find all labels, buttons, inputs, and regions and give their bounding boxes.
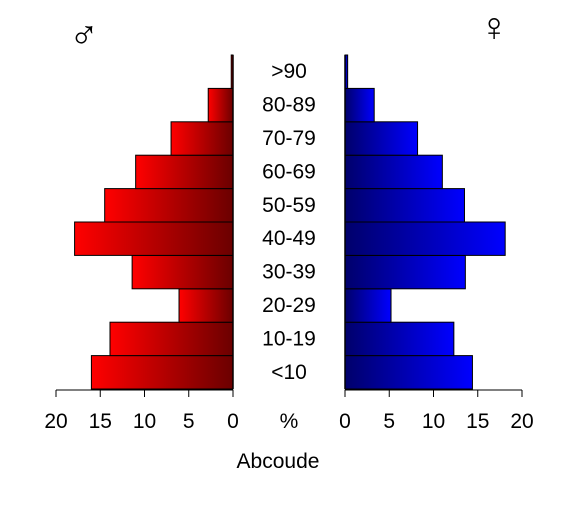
female-bar <box>344 121 419 156</box>
female-bar <box>344 188 465 223</box>
male-bars-group <box>74 54 234 390</box>
male-tick-label: 10 <box>133 410 156 433</box>
age-group-label: 40-49 <box>262 227 316 250</box>
age-group-label: 70-79 <box>262 127 316 150</box>
female-tick-label: 0 <box>339 410 351 433</box>
female-tick-label: 20 <box>510 410 533 433</box>
age-labels-group: <10 10-19 20-29 30-39 40-49 50-59 60-69 70-79 80… <box>262 60 316 384</box>
male-symbol-icon: ♂ <box>69 14 99 58</box>
female-bar <box>344 288 392 323</box>
male-bar <box>207 87 234 123</box>
male-bar <box>135 154 234 190</box>
female-bar <box>344 355 473 390</box>
age-group-label: <10 <box>271 361 307 384</box>
male-tick-label: 20 <box>44 410 67 433</box>
male-bar <box>131 254 234 290</box>
male-bar <box>104 188 234 223</box>
male-tick-label: 15 <box>89 410 112 433</box>
male-tick-label: 0 <box>227 410 239 433</box>
center-unit-label: % <box>280 410 299 433</box>
female-tick-label: 10 <box>422 410 445 433</box>
female-symbol-icon: ♀ <box>479 6 509 50</box>
female-bar <box>344 321 455 357</box>
age-group-label: 30-39 <box>262 261 316 284</box>
age-group-label: 80-89 <box>262 94 316 117</box>
age-group-label: >90 <box>271 60 307 83</box>
female-bars-group <box>344 54 506 390</box>
male-bar <box>90 355 234 390</box>
chart-title: Abcoude <box>237 450 320 473</box>
male-bar <box>109 321 234 357</box>
female-bar <box>344 221 506 256</box>
female-bar <box>344 87 375 123</box>
age-group-label: 20-29 <box>262 294 316 317</box>
age-group-label: 50-59 <box>262 194 316 217</box>
male-bar <box>170 121 234 156</box>
age-group-label: 60-69 <box>262 160 316 183</box>
age-group-label: 10-19 <box>262 327 316 350</box>
female-tick-label: 5 <box>383 410 395 433</box>
female-tick-label: 15 <box>466 410 489 433</box>
female-bar <box>344 154 443 190</box>
axes-group: 0 0 5 5 10 10 15 15 20 20 <box>44 55 534 433</box>
male-bar <box>178 288 234 323</box>
male-bar <box>74 221 234 256</box>
male-tick-label: 5 <box>183 410 195 433</box>
female-bar <box>344 254 466 290</box>
